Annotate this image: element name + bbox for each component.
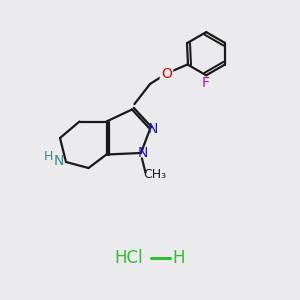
Text: H: H — [44, 150, 53, 163]
Text: H: H — [172, 249, 185, 267]
Text: N: N — [147, 122, 158, 136]
Text: N: N — [137, 146, 148, 160]
Text: F: F — [202, 76, 210, 90]
Text: O: O — [161, 67, 172, 80]
Text: HCl: HCl — [115, 249, 143, 267]
Text: CH₃: CH₃ — [143, 167, 167, 181]
Text: N: N — [53, 154, 64, 167]
